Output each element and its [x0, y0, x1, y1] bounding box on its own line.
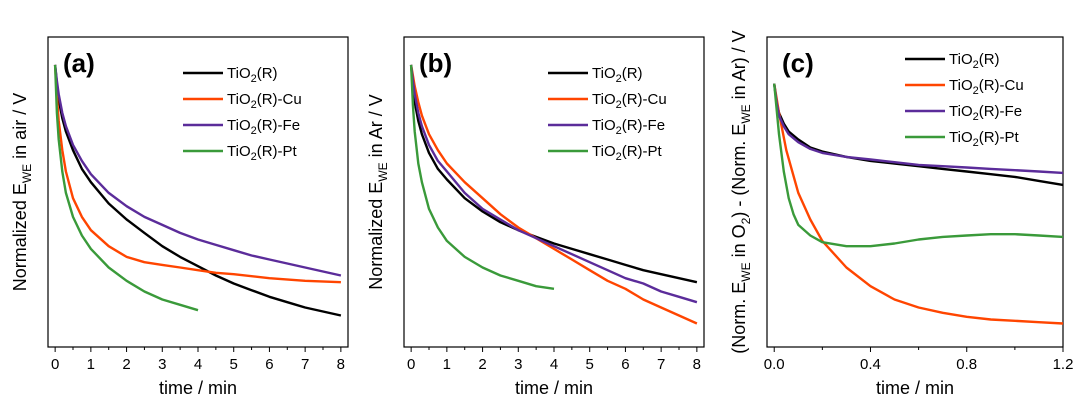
plot-frame	[403, 36, 705, 348]
series-line-tio2-r-	[53, 64, 342, 317]
legend-label: TiO2(R)	[949, 51, 1000, 71]
x-tick-label: 0.0	[764, 356, 785, 373]
legend-label: TiO2(R)-Cu	[949, 77, 1024, 97]
legend-label: TiO2(R)-Pt	[592, 143, 663, 163]
x-tick-label: 0	[407, 356, 415, 373]
x-tick-label: 6	[621, 356, 629, 373]
y-axis-label: Normalized EWE in Ar / V	[366, 94, 390, 289]
x-tick-label: 0.8	[956, 356, 977, 373]
legend: TiO2(R) TiO2(R)-Cu TiO2(R)-Fe TiO2(R)-Pt	[548, 65, 667, 163]
y-axis-label: Normalized EWE in air / V	[10, 93, 34, 291]
panel-label: (c)	[782, 48, 814, 78]
x-tick-label: 8	[337, 356, 345, 373]
legend-label: TiO2(R)-Fe	[592, 117, 665, 137]
x-tick-label: 8	[693, 356, 701, 373]
panel-label: (a)	[63, 48, 95, 78]
legend-label: TiO2(R)-Cu	[592, 91, 667, 111]
legend: TiO2(R) TiO2(R)-Cu TiO2(R)-Fe TiO2(R)-Pt	[905, 51, 1024, 149]
series-line-tio2-r-pt	[773, 83, 1064, 248]
series-line-tio2-r-pt	[53, 64, 199, 312]
series-line-tio2-r-cu	[773, 83, 1064, 325]
panel-a: 0 1 2 3 4 5 6 7 8 time / min Normalized EWE in air…	[10, 36, 349, 398]
x-axis-label: time / min	[515, 378, 593, 398]
x-tick-label: 6	[265, 356, 273, 373]
x-tick-label: 3	[158, 356, 166, 373]
x-tick-label: 5	[586, 356, 594, 373]
x-axis-label: time / min	[159, 378, 237, 398]
x-tick-label: 4	[550, 356, 558, 373]
series-line-tio2-r-fe	[53, 64, 342, 277]
legend-label: TiO2(R)	[227, 65, 278, 85]
x-tick-label: 1	[87, 356, 95, 373]
panel-c: 0.0 0.4 0.8 1.2 time / min (Norm. EWE in O2) …	[729, 30, 1073, 398]
x-tick-label: 7	[657, 356, 665, 373]
panel-b: 0 1 2 3 4 5 6 7 8 time / min Normalized EWE in Ar …	[366, 36, 705, 398]
x-axis-label: time / min	[876, 378, 954, 398]
series-line-tio2-r-fe	[773, 83, 1064, 175]
legend-label: TiO2(R)-Pt	[949, 129, 1020, 149]
x-tick-label: 4	[194, 356, 202, 373]
legend-label: TiO2(R)-Fe	[949, 103, 1022, 123]
x-tick-label: 2	[478, 356, 486, 373]
legend-label: TiO2(R)-Fe	[227, 117, 300, 137]
x-tick-label: 1	[443, 356, 451, 373]
x-tick-label: 0	[51, 356, 59, 373]
legend-label: TiO2(R)-Cu	[227, 91, 302, 111]
legend: TiO2(R) TiO2(R)-Cu TiO2(R)-Fe TiO2(R)-Pt	[183, 65, 302, 163]
x-tick-label: 1.2	[1053, 356, 1074, 373]
panel-label: (b)	[419, 48, 452, 78]
x-tick-label: 5	[230, 356, 238, 373]
x-tick-label: 2	[122, 356, 130, 373]
series-line-tio2-r-fe	[409, 64, 698, 304]
legend-label: TiO2(R)	[592, 65, 643, 85]
series-line-tio2-r-pt	[409, 64, 555, 290]
plot-frame	[47, 36, 349, 348]
series-line-tio2-r-cu	[53, 64, 341, 284]
plot-frame	[766, 36, 1064, 348]
x-tick-label: 0.4	[860, 356, 881, 373]
series-line-tio2-r-cu	[409, 64, 698, 325]
x-tick-label: 7	[301, 356, 309, 373]
y-axis-label: (Norm. EWE in O2) - (Norm. EWE in Ar) / …	[729, 30, 753, 353]
legend-label: TiO2(R)-Pt	[227, 143, 298, 163]
x-tick-label: 3	[514, 356, 522, 373]
